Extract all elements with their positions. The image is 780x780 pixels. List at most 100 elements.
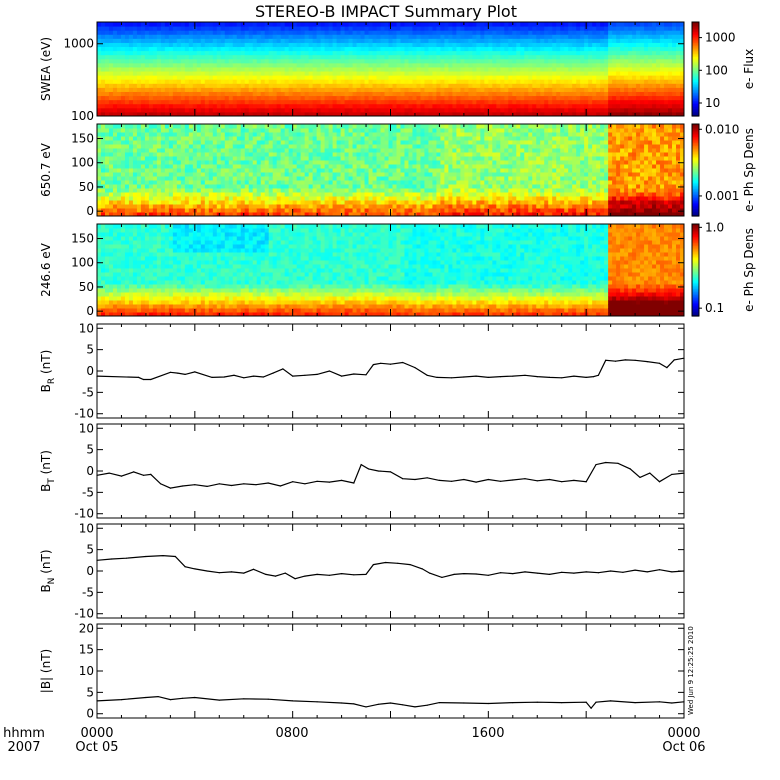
heatmap-cell [192, 62, 198, 68]
heatmap-cell [364, 75, 370, 80]
heatmap-cell [352, 99, 358, 105]
heatmap-cell [380, 42, 386, 48]
heatmap-cell [496, 83, 501, 88]
heatmap-cell [444, 38, 449, 43]
heatmap-cell [344, 66, 350, 72]
heatmap-cell [244, 208, 250, 213]
heatmap-cell [212, 144, 218, 149]
heatmap-cell [148, 188, 154, 193]
heatmap-cell [604, 22, 609, 27]
heatmap-cell [268, 208, 274, 213]
heatmap-cell [116, 111, 122, 117]
heatmap-cell [152, 132, 158, 137]
heatmap-cell [320, 180, 326, 185]
heatmap-cell [144, 164, 150, 169]
heatmap-cell [248, 200, 254, 205]
heatmap-cell [524, 38, 529, 43]
heatmap-cell [156, 103, 162, 109]
heatmap-cell [264, 26, 270, 31]
heatmap-cell [404, 54, 409, 60]
heatmap-cell [608, 38, 613, 43]
heatmap-cell [184, 144, 190, 149]
heatmap-cell [212, 168, 218, 173]
heatmap-cell [428, 38, 433, 43]
heatmap-cell [596, 66, 601, 72]
heatmap-cell [348, 132, 354, 137]
heatmap-cell [364, 91, 370, 97]
heatmap-cell [488, 103, 493, 109]
heatmap-cell [596, 95, 601, 101]
heatmap-cell [560, 22, 565, 27]
heatmap-cell [188, 200, 194, 205]
heatmap-cell [132, 62, 138, 68]
heatmap-cell [248, 83, 254, 88]
heatmap-cell [564, 91, 569, 97]
colorbar-swatch [692, 75, 699, 78]
heatmap-cell [100, 42, 106, 48]
heatmap-cell [492, 62, 497, 68]
heatmap-cell [168, 75, 174, 80]
heatmap-cell [616, 22, 621, 27]
heatmap-cell [224, 91, 230, 97]
heatmap-cell [212, 184, 218, 189]
heatmap-cell [252, 200, 258, 205]
heatmap-cell [124, 184, 130, 189]
heatmap-cell [120, 168, 126, 173]
heatmap-cell [180, 87, 186, 92]
heatmap-cell [136, 160, 142, 165]
heatmap-cell [128, 34, 134, 39]
heatmap-cell [328, 168, 334, 173]
heatmap-cell [180, 180, 186, 185]
heatmap-cell [312, 111, 318, 117]
heatmap-cell [536, 87, 541, 92]
heatmap-cell [268, 66, 274, 72]
heatmap-cell [168, 87, 174, 92]
heatmap-cell [284, 196, 290, 201]
heatmap-cell [272, 168, 278, 173]
heatmap-cell [324, 172, 330, 177]
heatmap-cell [296, 136, 302, 141]
heatmap-cell [504, 103, 509, 109]
heatmap-cell [276, 132, 282, 137]
heatmap-cell [252, 30, 258, 35]
heatmap-cell [660, 30, 665, 35]
heatmap-cell [112, 95, 118, 101]
heatmap-cell [668, 79, 673, 84]
heatmap-cell [484, 111, 489, 117]
heatmap-cell [616, 58, 621, 64]
heatmap-cell [540, 95, 545, 101]
heatmap-cell [396, 58, 401, 64]
heatmap-cell [388, 103, 393, 109]
heatmap-cell [224, 111, 230, 117]
heatmap-cell [264, 66, 270, 72]
heatmap-cell [320, 156, 326, 161]
heatmap-cell [404, 111, 409, 117]
heatmap-cell [224, 38, 230, 43]
heatmap-cell [208, 148, 214, 153]
heatmap-cell [676, 95, 681, 101]
heatmap-cell [280, 42, 286, 48]
heatmap-cell [408, 46, 413, 52]
heatmap-cell [220, 46, 226, 52]
heatmap-cell [216, 107, 222, 113]
heatmap-cell [452, 34, 457, 39]
heatmap-cell [360, 30, 366, 35]
heatmap-cell [208, 180, 214, 185]
heatmap-cell [520, 54, 525, 60]
heatmap-cell [624, 111, 629, 117]
heatmap-cell [132, 172, 138, 177]
heatmap-cell [664, 58, 669, 64]
heatmap-cell [152, 22, 158, 27]
heatmap-cell [184, 75, 190, 80]
heatmap-cell [216, 75, 222, 80]
heatmap-cell [140, 83, 146, 88]
heatmap-cell [500, 95, 505, 101]
heatmap-cell [128, 132, 134, 137]
heatmap-cell [116, 204, 122, 209]
heatmap-cell [156, 95, 162, 101]
heatmap-cell [136, 50, 142, 56]
heatmap-cell [548, 38, 553, 43]
heatmap-cell [204, 192, 210, 197]
heatmap-cell [288, 66, 294, 72]
heatmap-cell [172, 62, 178, 68]
